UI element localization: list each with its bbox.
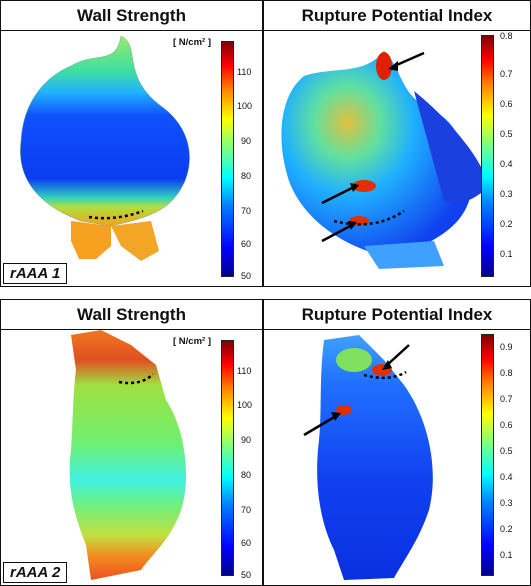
iliac-left xyxy=(71,221,111,259)
neck-boundary xyxy=(333,209,405,226)
arrow-1 xyxy=(385,344,410,367)
tick-label: 0.5 xyxy=(500,446,513,456)
aneurysm-shape xyxy=(281,51,471,256)
tick-label: 50 xyxy=(241,271,252,281)
aneurysm-shape xyxy=(69,330,186,580)
hotspot xyxy=(376,52,392,80)
wall-strength-colorbar-2 xyxy=(221,340,234,576)
tick-label: 110 xyxy=(237,366,252,376)
arrow-3 xyxy=(321,223,353,243)
wall-strength-panel-2: Wall Strength [ N/cm² ] 110 100 90 80 70… xyxy=(0,299,263,586)
aneurysm-shape xyxy=(317,335,433,580)
tick-label: 0.2 xyxy=(500,219,513,229)
tick-label: 0.6 xyxy=(500,420,513,430)
arrowhead xyxy=(382,360,392,370)
rpi-title-2: Rupture Potential Index xyxy=(264,300,530,330)
tick-label: 0.6 xyxy=(500,99,513,109)
unit-label-1: [ N/cm² ] xyxy=(173,37,211,48)
arrowhead xyxy=(348,221,357,230)
tick-label: 0.3 xyxy=(500,498,513,508)
tick-label: 50 xyxy=(241,570,252,580)
hotspot xyxy=(336,348,372,372)
tick-label: 90 xyxy=(241,435,252,445)
hotspot xyxy=(336,405,352,415)
wall-strength-model-1 xyxy=(20,35,190,261)
tick-label: 0.1 xyxy=(500,249,513,259)
arrowhead xyxy=(331,412,341,421)
wall-strength-title-1: Wall Strength xyxy=(1,1,262,31)
tick-label: 0.1 xyxy=(500,550,513,560)
aneurysm-shape xyxy=(20,35,190,227)
tick-label: 110 xyxy=(237,67,252,77)
arrowhead xyxy=(388,61,398,71)
wall-strength-colorbar-1 xyxy=(221,41,234,277)
wall-strength-title-2: Wall Strength xyxy=(1,300,262,330)
tick-label: 70 xyxy=(241,505,252,515)
tick-label: 80 xyxy=(241,470,252,480)
rpi-colorbar-2 xyxy=(481,334,494,576)
tick-label: 0.4 xyxy=(500,472,513,482)
tick-label: 0.2 xyxy=(500,524,513,534)
unit-label-2: [ N/cm² ] xyxy=(173,336,211,347)
tick-label: 0.4 xyxy=(500,159,513,169)
tick-label: 0.3 xyxy=(500,189,513,199)
rpi-model-2 xyxy=(303,335,433,580)
wall-strength-model-2 xyxy=(69,330,186,580)
tick-label: 0.8 xyxy=(500,31,513,41)
rpi-title-1: Rupture Potential Index xyxy=(264,1,530,31)
rpi-model-1 xyxy=(281,51,489,269)
wall-strength-panel-1: Wall Strength [ N/cm² ] 110 100 90 80 70… xyxy=(0,0,263,287)
neck-boundary xyxy=(88,209,144,220)
arrowhead xyxy=(350,183,359,192)
tick-label: 80 xyxy=(241,171,252,181)
tick-label: 70 xyxy=(241,206,252,216)
arrow-2 xyxy=(321,185,355,205)
tick-label: 0.8 xyxy=(500,368,513,378)
tick-label: 0.7 xyxy=(500,394,513,404)
aneurysm-neck xyxy=(414,91,489,203)
tick-label: 0.9 xyxy=(500,342,513,352)
tick-label: 60 xyxy=(241,538,252,548)
tick-label: 100 xyxy=(237,400,253,410)
case-label-1: rAAA 1 xyxy=(3,263,68,284)
rpi-panel-2: Rupture Potential Index 0.9 0.8 0.7 0.6 … xyxy=(263,299,531,586)
arrow-2 xyxy=(303,414,337,437)
tick-label: 90 xyxy=(241,136,252,146)
hotspot xyxy=(352,180,376,192)
iliac-segment xyxy=(364,241,444,269)
rpi-colorbar-1 xyxy=(481,35,494,277)
rpi-panel-1: Rupture Potential Index 0.8 0.7 0.6 0.5 … xyxy=(263,0,531,287)
tick-label: 0.7 xyxy=(500,69,513,79)
tick-label: 60 xyxy=(241,239,252,249)
tick-label: 100 xyxy=(237,101,253,111)
case-label-2: rAAA 2 xyxy=(3,562,68,583)
iliac-right xyxy=(111,221,159,261)
neck-boundary xyxy=(118,373,154,385)
tick-label: 0.5 xyxy=(500,129,513,139)
